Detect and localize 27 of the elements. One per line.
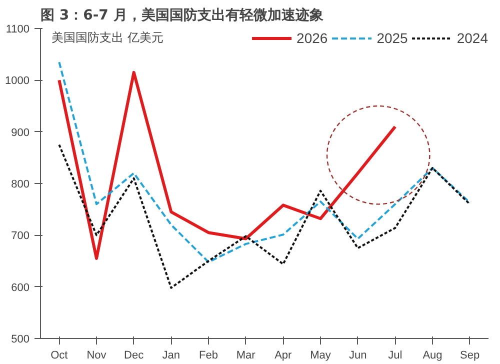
y-tick-label: 900: [11, 126, 30, 139]
y-tick-label: 500: [11, 334, 30, 346]
legend-label: 2025: [376, 30, 408, 46]
chart-title: 图 3：6-7 月，美国国防支出有轻微加速迹象: [40, 6, 324, 24]
y-tick-label: 800: [11, 178, 30, 190]
x-tick-label: Jan: [162, 350, 180, 362]
x-tick-label: Apr: [274, 350, 292, 362]
legend-label: 2024: [456, 30, 488, 46]
line-series: [58, 61, 471, 264]
y-tick-label: 1000: [5, 75, 30, 88]
x-tick-label: Oct: [50, 350, 68, 362]
x-tick-label: Jun: [348, 350, 367, 362]
x-tick-label: Sep: [460, 350, 480, 362]
x-tick-label: Mar: [236, 350, 256, 362]
x-tick-label: Aug: [422, 350, 442, 362]
x-tick-label: Dec: [124, 350, 144, 362]
y-tick-label: 600: [11, 282, 30, 294]
line-series: [58, 144, 471, 289]
legend-label: 2026: [296, 30, 328, 46]
x-tick-label: May: [310, 350, 332, 362]
line-series: [58, 70, 397, 260]
x-tick-label: Nov: [86, 350, 107, 362]
x-tick-label: Feb: [199, 350, 218, 362]
x-tick-label: Jul: [388, 350, 402, 362]
chart-subtitle: 美国国防支出 亿美元: [52, 30, 164, 44]
y-tick-label: 1100: [6, 24, 30, 36]
y-tick-label: 700: [11, 230, 30, 242]
